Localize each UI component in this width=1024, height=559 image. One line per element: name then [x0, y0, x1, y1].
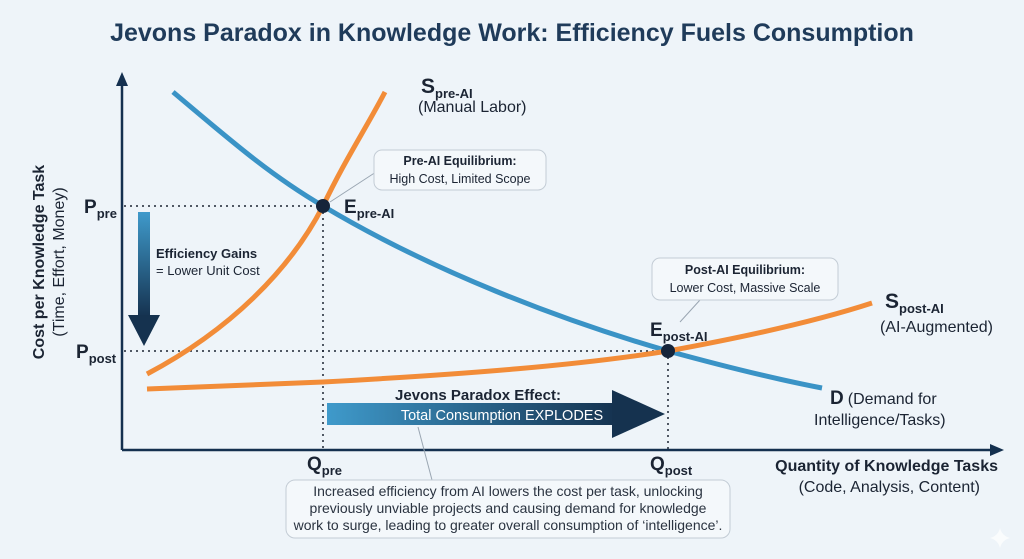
note-leader	[417, 426, 433, 481]
supply-pre-ai-label: Spre-AI	[421, 75, 473, 101]
equilibrium-pre-label: Epre-AI	[344, 197, 394, 221]
pre-equilibrium-callout	[373, 149, 547, 191]
supply-pre-ai-curve	[145, 90, 388, 377]
pre-callout-title: Pre-AI Equilibrium:	[403, 154, 516, 168]
x-axis-label: Quantity of Knowledge Tasks	[775, 458, 998, 475]
jevons-text: Total Consumption EXPLODES	[401, 408, 603, 424]
y-axis-label: Cost per Knowledge Task	[31, 165, 48, 360]
supply-post-ai-curve	[146, 300, 873, 392]
x-axis-arrow-icon	[990, 444, 1004, 456]
note-line-3: work to surge, leading to greater overal…	[293, 517, 723, 533]
pre-callout-text: High Cost, Limited Scope	[389, 172, 530, 186]
pre-callout-leader	[329, 171, 377, 203]
post-equilibrium-callout	[651, 257, 839, 301]
supply-pre-ai-desc: (Manual Labor)	[418, 99, 527, 116]
quantity-post-label: Qpost	[650, 454, 693, 478]
sparkle-icon	[990, 528, 1010, 548]
guide-lines	[124, 205, 669, 450]
supply-post-ai-label: Spost-AI	[885, 290, 944, 316]
post-callout-text: Lower Cost, Massive Scale	[670, 281, 821, 295]
efficiency-text: = Lower Unit Cost	[156, 263, 260, 278]
equilibrium-post-label: Epost-AI	[650, 320, 707, 344]
diagram-title: Jevons Paradox in Knowledge Work: Effici…	[110, 19, 914, 47]
explanation-note-box	[285, 479, 731, 539]
demand-desc: Intelligence/Tasks)	[814, 412, 946, 429]
demand-curve	[171, 90, 823, 391]
equilibrium-post-point	[661, 344, 675, 358]
efficiency-down-arrow-icon	[128, 212, 160, 346]
note-line-1: Increased efficiency from AI lowers the …	[313, 483, 703, 499]
jevons-right-arrow-icon	[327, 390, 665, 438]
supply-post-ai-desc: (AI-Augmented)	[880, 319, 993, 336]
efficiency-title: Efficiency Gains	[156, 246, 257, 261]
price-post-label: Ppost	[76, 342, 117, 366]
demand-label: D (Demand for	[830, 388, 937, 409]
quantity-pre-label: Qpre	[307, 454, 342, 478]
jevons-title: Jevons Paradox Effect:	[395, 387, 561, 404]
post-callout-leader	[679, 299, 701, 323]
post-callout-title: Post-AI Equilibrium:	[685, 263, 805, 277]
price-pre-label: Ppre	[84, 197, 117, 221]
x-axis-sublabel: (Code, Analysis, Content)	[799, 479, 980, 496]
equilibrium-pre-point	[316, 199, 330, 213]
y-axis-arrow-icon	[116, 72, 128, 86]
y-axis-sublabel: (Time, Effort, Money)	[51, 187, 68, 336]
note-line-2: previously unviable projects and causing…	[310, 500, 707, 516]
